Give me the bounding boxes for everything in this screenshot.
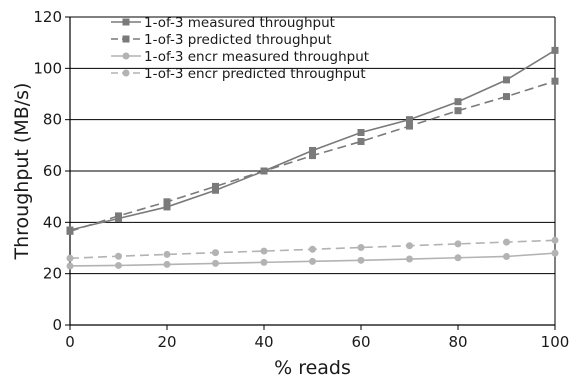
x-tick-label: 20 — [157, 333, 176, 351]
data-point — [503, 93, 510, 101]
legend-item: 1-of-3 measured throughput — [111, 15, 335, 31]
data-point — [260, 167, 268, 175]
legend-label: 1-of-3 encr measured throughput — [144, 49, 369, 65]
x-tick-label: 60 — [351, 333, 370, 351]
x-tick-label: 100 — [541, 333, 570, 351]
legend-item: 1-of-3 predicted throughput — [111, 32, 332, 48]
series-lines — [66, 46, 559, 270]
series-3 — [66, 249, 559, 270]
x-tick-label: 0 — [65, 333, 75, 351]
y-tick-label: 0 — [52, 316, 62, 334]
data-point — [454, 254, 462, 262]
data-point — [309, 146, 316, 154]
legend-label: 1-of-3 measured throughput — [144, 15, 335, 31]
y-tick-label: 40 — [43, 213, 62, 231]
data-point — [551, 249, 559, 257]
data-point — [406, 255, 413, 263]
data-point — [66, 227, 74, 235]
data-point — [260, 247, 268, 255]
legend-swatch-marker — [122, 18, 130, 26]
data-point — [163, 260, 171, 268]
axes — [65, 16, 556, 330]
data-point — [115, 212, 122, 220]
data-point — [309, 152, 316, 160]
data-point — [357, 256, 365, 264]
data-point — [503, 238, 510, 246]
legend-item: 1-of-3 encr predicted throughput — [111, 66, 366, 82]
data-point — [551, 77, 559, 85]
legend-label: 1-of-3 predicted throughput — [144, 32, 332, 48]
gridlines — [70, 16, 555, 275]
series-4 — [66, 236, 559, 262]
data-point — [212, 249, 219, 257]
data-point — [212, 186, 219, 194]
y-tick-label: 100 — [33, 59, 62, 77]
y-axis-title: Throughput (MB/s) — [11, 83, 33, 261]
data-point — [551, 236, 559, 244]
data-point — [115, 261, 122, 269]
data-point — [454, 240, 462, 248]
y-tick-label: 80 — [43, 111, 62, 129]
x-tick-label: 40 — [254, 333, 273, 351]
data-point — [163, 250, 171, 258]
x-tick-label: 80 — [448, 333, 467, 351]
x-axis-title: % reads — [274, 357, 351, 379]
data-point — [163, 203, 171, 211]
legend-swatch-marker — [122, 52, 130, 60]
data-point — [503, 252, 510, 260]
data-point — [406, 122, 413, 130]
tick-labels: 0 20 40 60 80 100 120 0 20 40 60 80 100 — [33, 8, 569, 351]
data-point — [309, 245, 316, 253]
data-point — [212, 182, 219, 190]
data-point — [357, 129, 365, 136]
data-point — [551, 46, 559, 54]
series-2 — [66, 77, 559, 235]
data-point — [66, 262, 74, 270]
data-point — [115, 252, 122, 260]
legend-swatch-marker — [122, 35, 130, 43]
data-point — [503, 76, 510, 84]
data-point — [357, 243, 365, 251]
y-tick-label: 60 — [43, 162, 62, 180]
data-point — [454, 107, 462, 115]
data-point — [309, 257, 316, 265]
data-point — [406, 242, 413, 250]
y-tick-label: 120 — [33, 8, 62, 26]
data-point — [406, 116, 413, 124]
legend-item: 1-of-3 encr measured throughput — [111, 49, 369, 65]
data-point — [260, 258, 268, 266]
y-tick-label: 20 — [43, 265, 62, 283]
data-point — [66, 254, 74, 262]
data-point — [357, 137, 365, 145]
legend-swatch-marker — [122, 69, 130, 77]
legend-label: 1-of-3 encr predicted throughput — [144, 66, 366, 82]
data-point — [454, 98, 462, 106]
data-point — [212, 259, 219, 267]
data-point — [163, 198, 171, 206]
